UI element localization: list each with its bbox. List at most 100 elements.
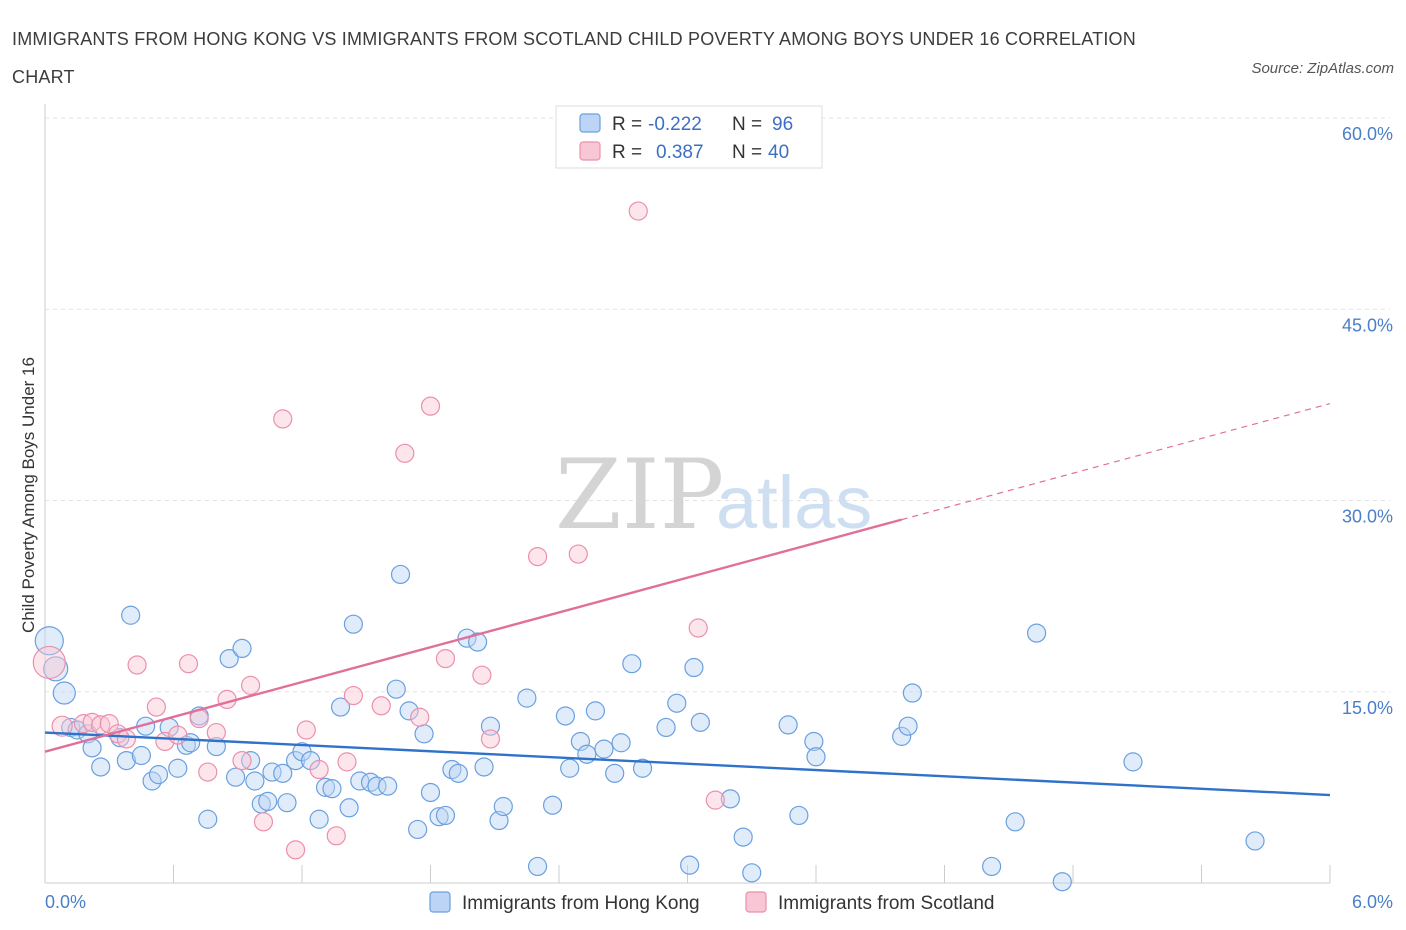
point-hong-kong-26 (245, 771, 265, 791)
point-scotland-27 (371, 696, 391, 716)
point-hong-kong-57 (474, 757, 494, 777)
trend-line-scotland (44, 518, 902, 753)
point-scotland-31 (435, 648, 456, 669)
scatter-points (32, 201, 1265, 892)
point-scotland-9 (146, 697, 166, 717)
point-hong-kong-85 (806, 747, 826, 767)
y-tick-labels: 15.0% 30.0% 45.0% 60.0% (1342, 124, 1393, 718)
point-hong-kong-63 (542, 795, 563, 815)
point-hong-kong-69 (594, 739, 614, 759)
point-hong-kong-81 (742, 863, 762, 883)
y-tick-label-1: 30.0% (1342, 507, 1393, 527)
point-hong-kong-56 (468, 632, 488, 652)
point-scotland-19 (253, 812, 274, 832)
point-hong-kong-10 (121, 605, 141, 625)
point-hong-kong-11 (131, 745, 151, 766)
legend-r-label-scotland: R = (612, 142, 642, 163)
point-hong-kong-14 (148, 765, 169, 785)
point-hong-kong-91 (1026, 623, 1047, 643)
point-hong-kong-16 (168, 758, 188, 778)
point-hong-kong-24 (232, 638, 252, 659)
point-hong-kong-20 (198, 809, 218, 829)
point-hong-kong-37 (322, 779, 342, 799)
point-scotland-24 (326, 826, 346, 846)
point-hong-kong-31 (277, 793, 297, 813)
point-hong-kong-28 (258, 791, 278, 812)
point-hong-kong-61 (517, 688, 537, 708)
point-hong-kong-2 (52, 681, 76, 705)
point-scotland-14 (198, 762, 218, 782)
point-scotland-21 (285, 840, 306, 860)
chart-title: IMMIGRANTS FROM HONG KONG VS IMMIGRANTS … (12, 29, 1136, 87)
point-hong-kong-60 (493, 796, 513, 817)
legend-swatch-scotland (579, 141, 601, 161)
legend-r-value-scotland: 0.387 (656, 142, 704, 163)
y-axis-label: Child Poverty Among Boys Under 16 (19, 357, 38, 633)
point-hong-kong-51 (429, 807, 449, 827)
point-hong-kong-48 (408, 819, 428, 840)
point-hong-kong-70 (605, 763, 625, 783)
point-hong-kong-90 (1005, 812, 1025, 832)
legend-n-label-scotland: N = (732, 142, 762, 163)
point-hong-kong-43 (367, 776, 387, 796)
point-scotland-11 (168, 725, 188, 745)
point-hong-kong-22 (219, 648, 239, 669)
bottom-legend-swatch-scotland (745, 891, 767, 913)
x-tick-label-1: 6.0% (1352, 892, 1393, 912)
point-hong-kong-23 (226, 767, 246, 787)
x-tick-labels: 0.0% 6.0% (45, 892, 1393, 912)
point-hong-kong-72 (622, 654, 642, 674)
point-hong-kong-50 (420, 782, 441, 803)
point-hong-kong-30 (273, 763, 293, 783)
gridlines (45, 117, 1390, 693)
point-scotland-18 (241, 675, 261, 695)
point-hong-kong-86 (892, 726, 912, 746)
axes (44, 104, 1331, 884)
watermark: ZIP atlas (555, 439, 872, 551)
legend-r-value-hong-kong: -0.222 (648, 114, 702, 135)
point-hong-kong-68 (585, 701, 606, 721)
point-scotland-7 (116, 729, 136, 749)
y-tick-label-2: 45.0% (1342, 315, 1393, 335)
point-hong-kong-7 (91, 757, 111, 777)
bottom-legend-label-scotland: Immigrants from Scotland (778, 893, 994, 914)
bottom-legend: Immigrants from Hong Kong Immigrants fro… (429, 891, 994, 914)
point-hong-kong-47 (399, 701, 419, 721)
point-scotland-26 (343, 685, 363, 706)
point-scotland-38 (705, 790, 725, 810)
point-hong-kong-75 (667, 693, 687, 713)
bottom-legend-label-hong-kong: Immigrants from Hong Kong (462, 893, 700, 914)
point-hong-kong-46 (390, 564, 411, 585)
point-hong-kong-9 (116, 750, 136, 771)
point-hong-kong-76 (680, 855, 700, 875)
point-scotland-35 (568, 544, 588, 564)
point-scotland-8 (127, 655, 147, 675)
point-hong-kong-89 (982, 856, 1002, 877)
point-scotland-33 (480, 729, 501, 749)
legend-n-label-hong-kong: N = (732, 114, 762, 135)
point-hong-kong-82 (778, 715, 798, 735)
point-hong-kong-1 (43, 656, 69, 682)
point-hong-kong-39 (339, 798, 359, 818)
point-hong-kong-45 (386, 679, 406, 699)
trend-line-dashed-scotland (901, 403, 1331, 521)
legend: R = -0.222 N = 96 R = 0.387 N = 40 (555, 105, 823, 169)
point-hong-kong-36 (315, 777, 336, 797)
point-scotland-37 (688, 618, 708, 638)
point-hong-kong-67 (577, 744, 597, 764)
point-scotland-17 (232, 750, 252, 771)
legend-r-label-hong-kong: R = (612, 114, 642, 135)
point-scotland-16 (217, 689, 237, 710)
point-scotland-29 (410, 707, 430, 727)
point-hong-kong-94 (1245, 831, 1265, 851)
point-hong-kong-35 (309, 809, 329, 829)
point-scotland-20 (273, 409, 293, 429)
point-scotland-25 (337, 752, 357, 772)
point-hong-kong-40 (343, 614, 363, 634)
point-hong-kong-77 (684, 657, 704, 678)
point-scotland-30 (420, 396, 441, 416)
point-hong-kong-87 (898, 716, 918, 736)
point-hong-kong-49 (414, 724, 434, 744)
x-tick-label-0: 0.0% (45, 892, 86, 912)
